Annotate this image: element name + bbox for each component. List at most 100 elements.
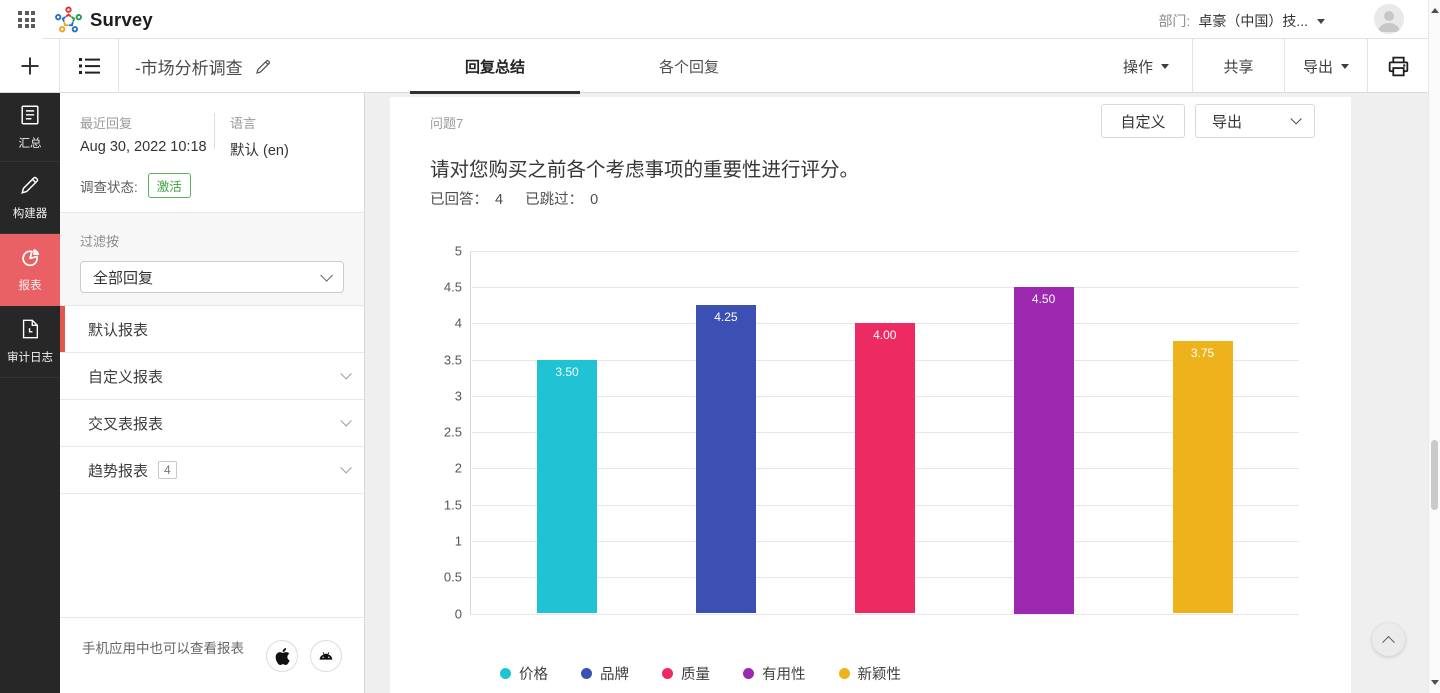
legend-item-新颖性[interactable]: 新颖性: [838, 663, 902, 684]
chevron-down-icon: [340, 415, 352, 427]
legend-label: 价格: [519, 667, 548, 683]
status-badge: 激活: [147, 173, 191, 198]
bar-value-label: 4.25: [714, 310, 738, 325]
panel-divider: [60, 212, 364, 213]
report-item-label: 默认报表: [88, 321, 149, 339]
operate-menu-button[interactable]: 操作: [1100, 39, 1192, 93]
sidebar-item-0[interactable]: 汇总: [0, 93, 60, 162]
info-divider: [214, 113, 215, 149]
edit-title-icon[interactable]: [255, 58, 272, 75]
export-label: 导出: [1302, 58, 1333, 76]
survey-list-button[interactable]: [60, 39, 119, 93]
filter-select[interactable]: 全部回复: [80, 261, 344, 293]
legend-dot: [743, 668, 754, 679]
scrollbar-up-arrow[interactable]: [1430, 8, 1439, 13]
scrollbar-thumb[interactable]: [1431, 440, 1438, 510]
survey-status-label: 调查状态:: [80, 179, 138, 195]
report-list: 默认报表自定义报表交叉表报表 趋势报表 4: [60, 306, 364, 494]
gridline: [470, 613, 1299, 615]
y-axis-tick-label: 0.5: [443, 569, 462, 585]
builder-icon: [19, 174, 41, 201]
chevron-down-icon: [340, 462, 352, 474]
legend-item-质量[interactable]: 质量: [662, 663, 710, 684]
tab-response-summary[interactable]: 回复总结: [410, 39, 580, 94]
filter-section: 过滤按 全部回复: [60, 213, 364, 306]
bar-价格[interactable]: 3.50: [537, 359, 597, 614]
bar-value-label: 3.75: [1190, 346, 1215, 361]
language-value: 默认 (en): [230, 143, 289, 159]
apps-grid-icon[interactable]: [18, 11, 35, 28]
language-info: 语言 默认 (en): [230, 113, 289, 160]
sidebar-item-3[interactable]: 审计日志: [0, 306, 60, 378]
y-axis-tick-label: 5: [454, 243, 462, 259]
legend-item-价格[interactable]: 价格: [500, 663, 548, 684]
export-menu-button[interactable]: 导出: [1284, 39, 1367, 93]
filter-label: 过滤按: [80, 234, 120, 249]
user-avatar[interactable]: [1374, 4, 1404, 34]
summary-icon: [19, 104, 41, 131]
bar-chart: 0 0.5 1 1.5 2 2.5 3 3.5 4 4.5 5 3.50 4.25 4.00 4.50 3.7…: [390, 217, 1351, 693]
legend-item-品牌[interactable]: 品牌: [581, 663, 629, 684]
survey-toolbar: -市场分析调查 回复总结 各个回复 操作 共享 导出: [0, 39, 1440, 94]
apple-app-button[interactable]: [266, 640, 298, 672]
sidebar-item-1[interactable]: 构建器: [0, 162, 60, 234]
legend-label: 品牌: [600, 667, 629, 683]
legend-dot: [838, 668, 850, 679]
y-axis-tick-label: 4.5: [443, 279, 462, 295]
legend-label: 有用性: [762, 667, 806, 683]
question-stats: 已回答： 4 已跳过： 0: [430, 188, 598, 209]
gridline: [470, 287, 1299, 288]
chevron-up-icon: [1382, 635, 1395, 649]
y-axis-tick-label: 1.5: [443, 497, 462, 513]
print-button[interactable]: [1367, 39, 1428, 93]
bar-新颖性[interactable]: 3.75: [1172, 341, 1233, 614]
scrollbar-down-arrow[interactable]: [1430, 680, 1439, 685]
bar-质量[interactable]: 4.00: [854, 323, 915, 614]
last-response-label: 最近回复: [80, 116, 133, 131]
legend-dot: [581, 668, 592, 679]
department-label: 部门:: [1158, 13, 1191, 29]
report-item-1[interactable]: 自定义报表: [60, 353, 364, 400]
android-app-button[interactable]: [310, 640, 342, 672]
chevron-down-icon: [320, 268, 333, 282]
department-selector[interactable]: 部门: 卓豪（中国）技...: [1158, 11, 1325, 31]
scroll-to-top-button[interactable]: [1372, 623, 1405, 656]
share-button[interactable]: 共享: [1192, 39, 1284, 93]
legend-label: 新颖性: [857, 667, 902, 683]
report-item-0[interactable]: 默认报表: [60, 306, 364, 353]
sidebar-item-2[interactable]: 报表: [0, 234, 60, 306]
caret-down-icon: [1161, 63, 1169, 69]
question-export-button[interactable]: 导出: [1195, 104, 1315, 138]
filter-value: 全部回复: [93, 269, 154, 287]
legend-item-有用性[interactable]: 有用性: [743, 663, 806, 684]
bar-有用性[interactable]: 4.50: [1013, 287, 1074, 614]
report-item-2[interactable]: 交叉表报表: [60, 400, 364, 447]
question-title: 请对您购买之前各个考虑事项的重要性进行评分。: [430, 159, 860, 181]
y-axis-tick-label: 2.5: [443, 424, 462, 440]
survey-title-text: -市场分析调查: [135, 58, 243, 78]
last-response-info: 最近回复 Aug 30, 2022 10:18: [80, 113, 207, 155]
bar-value-label: 3.50: [555, 364, 579, 379]
sidebar-item-label: 构建器: [12, 206, 48, 220]
mobile-app-text: 手机应用中也可以查看报表: [82, 641, 244, 656]
panel-footer: 手机应用中也可以查看报表: [60, 617, 364, 693]
customize-button[interactable]: 自定义: [1101, 104, 1185, 138]
window-scrollbar[interactable]: [1428, 0, 1440, 693]
y-axis-tick-label: 3.5: [443, 352, 462, 368]
report-item-3[interactable]: 趋势报表 4: [60, 447, 364, 494]
question-export-label: 导出: [1212, 113, 1243, 131]
chevron-down-icon: [1290, 113, 1302, 125]
reports-icon: [20, 247, 41, 273]
question-card: 问题7 自定义 导出 请对您购买之前各个考虑事项的重要性进行评分。 已回答： 4 …: [390, 97, 1351, 693]
chart-legend: 价格 品牌 质量 有用性 新颖性: [500, 663, 934, 684]
new-survey-button[interactable]: [0, 39, 60, 93]
sidebar-item-label: 汇总: [18, 135, 42, 150]
share-label: 共享: [1223, 58, 1254, 76]
bar-value-label: 4.00: [873, 328, 897, 343]
audit-log-icon: [19, 318, 41, 345]
tab-individual-responses[interactable]: 各个回复: [658, 58, 719, 76]
report-count-badge: 4: [158, 461, 177, 479]
chevron-down-icon: [340, 368, 352, 380]
bar-品牌[interactable]: 4.25: [695, 305, 756, 614]
report-item-label: 自定义报表: [88, 368, 164, 386]
